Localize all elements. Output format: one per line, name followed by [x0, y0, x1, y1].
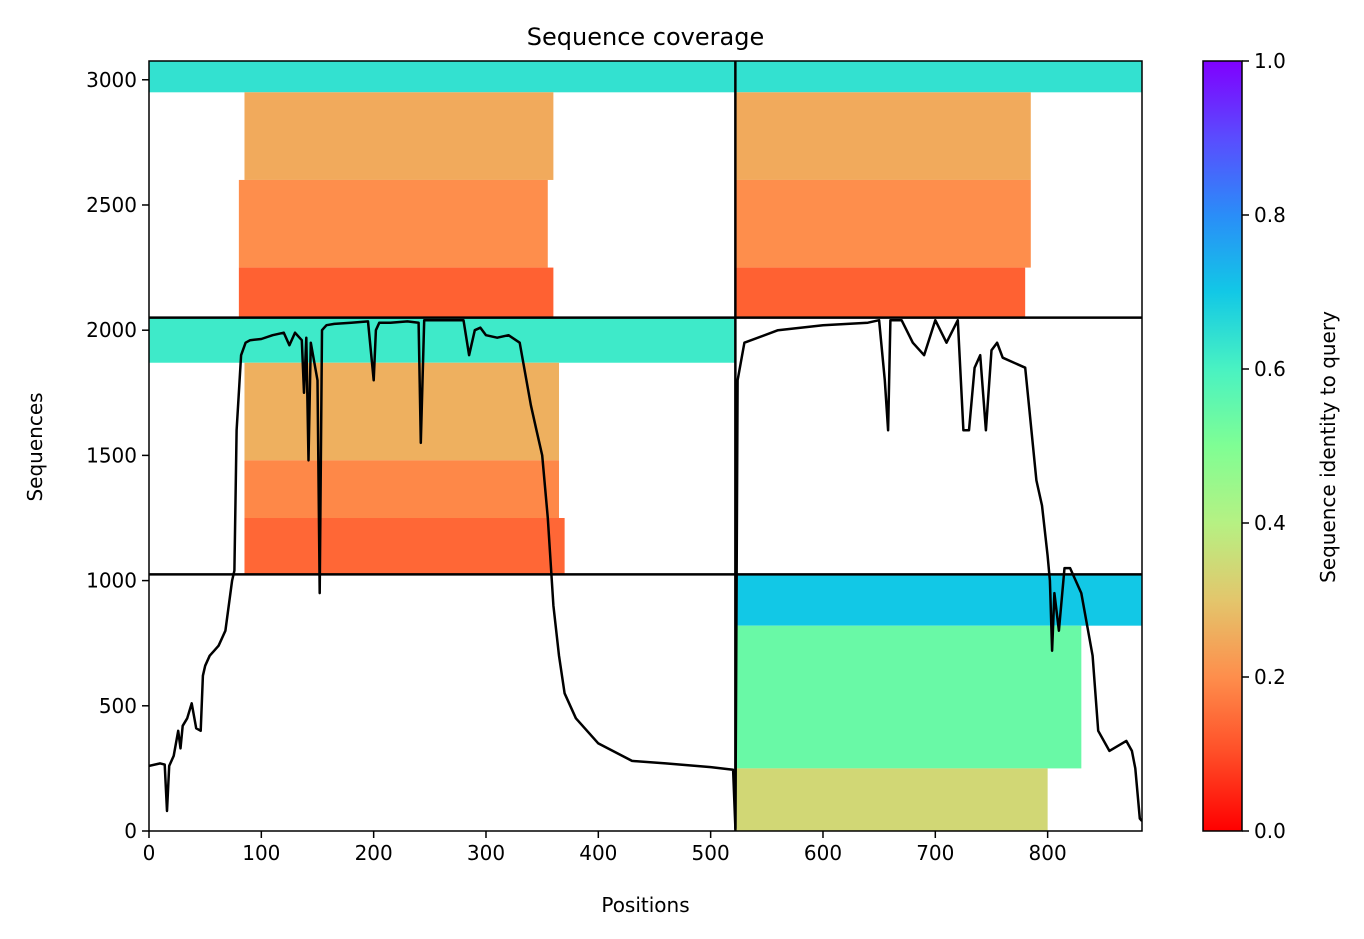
- coverage-band-3-1: [735, 625, 1082, 769]
- coverage-band-1-1: [735, 92, 1031, 180]
- colorbar-tick-label: 0.4: [1254, 511, 1286, 535]
- coverage-heatmap: [149, 61, 1142, 831]
- coverage-band-0-2: [238, 179, 548, 268]
- x-tick-label: 800: [1029, 841, 1067, 865]
- y-axis-title: Sequences: [23, 392, 47, 501]
- coverage-band-2-1: [244, 362, 560, 461]
- x-axis: 0 100 200 300 400 500 600 700 800: [143, 831, 1067, 865]
- y-tick-label: 2000: [86, 318, 137, 342]
- y-tick-label: 3000: [86, 68, 137, 92]
- x-tick-label: 600: [804, 841, 842, 865]
- coverage-band-2-2: [244, 460, 560, 518]
- coverage-band-3-2: [735, 768, 1048, 831]
- coverage-band-2-3: [244, 517, 565, 575]
- colorbar-gradient: [1202, 60, 1243, 832]
- chart-title: Sequence coverage: [527, 23, 764, 51]
- colorbar-ticks: 0.0 0.2 0.4 0.6 0.8 1.0: [1242, 49, 1286, 843]
- coverage-band-2-0: [149, 317, 736, 363]
- coverage-band-0-0: [149, 61, 736, 93]
- coverage-band-1-2: [735, 179, 1031, 268]
- x-tick-label: 500: [692, 841, 730, 865]
- coverage-band-0-1: [244, 92, 554, 180]
- coverage-band-0-3: [238, 267, 554, 318]
- colorbar-tick-label: 0.2: [1254, 665, 1286, 689]
- coverage-band-1-0: [735, 61, 1142, 93]
- colorbar-title: Sequence identity to query: [1316, 311, 1340, 583]
- x-tick-label: 400: [579, 841, 617, 865]
- colorbar-tick-label: 0.6: [1254, 357, 1286, 381]
- coverage-band-1-3: [735, 267, 1026, 318]
- coverage-line: [149, 318, 1142, 830]
- colorbar-tick-label: 0.0: [1254, 819, 1286, 843]
- colorbar-tick-label: 1.0: [1254, 49, 1286, 73]
- y-tick-label: 1500: [86, 443, 137, 467]
- x-tick-label: 200: [355, 841, 393, 865]
- x-axis-title: Positions: [601, 893, 689, 917]
- y-tick-label: 1000: [86, 569, 137, 593]
- plot-area: [149, 61, 1142, 831]
- y-tick-label: 500: [99, 694, 137, 718]
- y-tick-label: 0: [124, 819, 137, 843]
- x-tick-label: 700: [916, 841, 954, 865]
- x-tick-label: 300: [467, 841, 505, 865]
- colorbar: 0.0 0.2 0.4 0.6 0.8 1.0 Sequence identity to …: [1202, 49, 1340, 843]
- x-tick-label: 0: [143, 841, 156, 865]
- y-axis: 0 500 1000 1500 2000 2500 3000: [86, 68, 149, 843]
- plot-frame: [148, 60, 1143, 832]
- x-tick-label: 100: [242, 841, 280, 865]
- y-tick-label: 2500: [86, 193, 137, 217]
- coverage-band-3-0: [735, 574, 1142, 626]
- colorbar-tick-label: 0.8: [1254, 203, 1286, 227]
